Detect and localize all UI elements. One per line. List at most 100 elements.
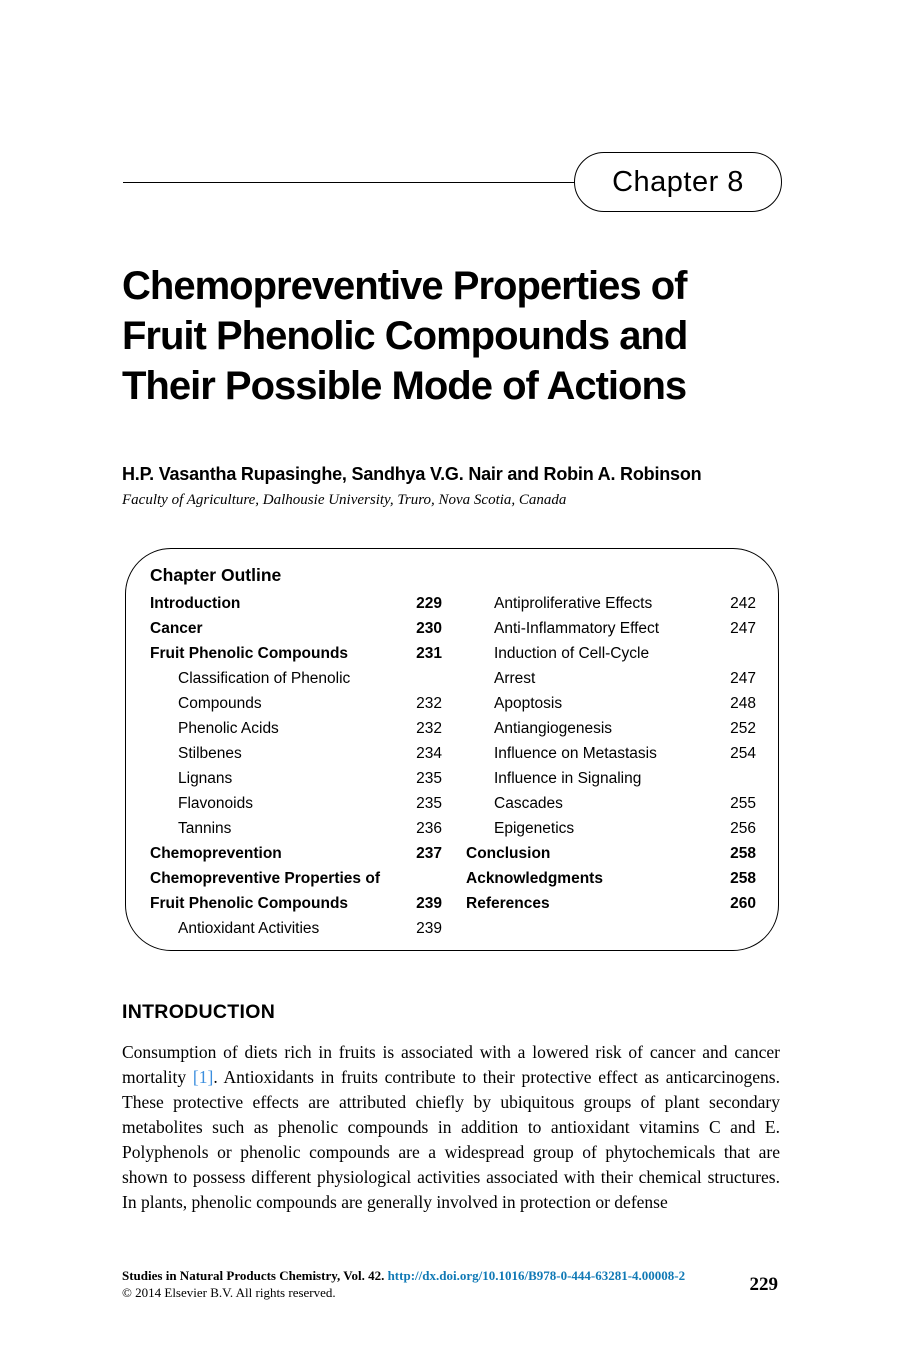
section-heading-introduction: INTRODUCTION xyxy=(122,1001,276,1023)
outline-item: Flavonoids 235 xyxy=(150,791,442,816)
outline-item: References 260 xyxy=(466,891,756,916)
footer-line-1: Studies in Natural Products Chemistry, V… xyxy=(122,1267,780,1284)
outline-item: Phenolic Acids 232 xyxy=(150,716,442,741)
outline-item-label: Cancer xyxy=(150,620,203,637)
outline-item-page: 247 xyxy=(730,620,756,637)
outline-item-page: 235 xyxy=(416,770,442,787)
outline-item-page: 260 xyxy=(730,895,756,912)
outline-item: Antiangiogenesis 252 xyxy=(466,716,756,741)
outline-item: Tannins 236 xyxy=(150,816,442,841)
outline-item-label: Fruit Phenolic Compounds xyxy=(150,645,349,662)
outline-item-page: 239 xyxy=(416,895,442,912)
outline-item-page: 231 xyxy=(416,645,442,662)
outline-item-label: Conclusion xyxy=(466,845,551,862)
outline-item-label: Induction of Cell-Cycle xyxy=(494,645,650,662)
outline-item-label: Epigenetics xyxy=(494,820,575,837)
outline-item: Stilbenes 234 xyxy=(150,741,442,766)
outline-left-column: Introduction 229 Cancer 230 Fruit Phenolic C… xyxy=(150,591,442,941)
outline-item-label: Anti-Inflammatory Effect xyxy=(494,620,660,637)
outline-item: Fruit Phenolic Compounds 239 xyxy=(150,891,442,916)
footer: Studies in Natural Products Chemistry, V… xyxy=(122,1267,780,1301)
affiliation-line: Faculty of Agriculture, Dalhousie Univer… xyxy=(122,492,567,508)
outline-item-label: Arrest xyxy=(494,670,536,687)
outline-item: Antioxidant Activities 239 xyxy=(150,916,442,941)
chapter-outline-box: Chapter Outline Introduction 229 Cancer 230… xyxy=(125,548,779,951)
outline-item: Introduction 229 xyxy=(150,591,442,616)
outline-item-page: 237 xyxy=(416,845,442,862)
outline-item-page: 247 xyxy=(730,670,756,687)
outline-item-label: Classification of Phenolic xyxy=(178,670,351,687)
outline-item-label: Tannins xyxy=(178,820,232,837)
chapter-title-line: Chemopreventive Properties of xyxy=(122,264,688,308)
citation-link[interactable]: [1] xyxy=(192,1067,214,1087)
outline-item-label: Apoptosis xyxy=(494,695,563,712)
outline-item-label: Antioxidant Activities xyxy=(178,920,320,937)
outline-grid: Introduction 229 Cancer 230 Fruit Phenolic C… xyxy=(150,591,758,941)
outline-item-page: 255 xyxy=(730,795,756,812)
outline-item-label: Stilbenes xyxy=(178,745,242,762)
outline-item-page: 229 xyxy=(416,595,442,612)
outline-item: Arrest 247 xyxy=(466,666,756,691)
outline-item-label: Chemoprevention xyxy=(150,845,282,862)
outline-item-label: Flavonoids xyxy=(178,795,253,812)
doi-link[interactable]: http://dx.doi.org/10.1016/B978-0-444-632… xyxy=(387,1268,686,1283)
outline-item-page: 235 xyxy=(416,795,442,812)
outline-item-page: 239 xyxy=(416,920,442,937)
outline-item: Lignans 235 xyxy=(150,766,442,791)
outline-item: Apoptosis 248 xyxy=(466,691,756,716)
page-number: 229 xyxy=(749,1274,779,1295)
outline-item-label: References xyxy=(466,895,550,912)
outline-item-label: Influence on Metastasis xyxy=(494,745,657,762)
outline-item: Chemopreventive Properties of xyxy=(150,866,442,891)
outline-item: Antiproliferative Effects 242 xyxy=(466,591,756,616)
outline-item-label: Fruit Phenolic Compounds xyxy=(150,895,349,912)
outline-item: Acknowledgments 258 xyxy=(466,866,756,891)
outline-item-label: Phenolic Acids xyxy=(178,720,279,737)
outline-item: Epigenetics 256 xyxy=(466,816,756,841)
outline-heading: Chapter Outline xyxy=(150,565,282,585)
chapter-badge-label: Chapter 8 xyxy=(612,165,744,198)
outline-item: Classification of Phenolic xyxy=(150,666,442,691)
outline-item-label: Cascades xyxy=(494,795,563,812)
intro-paragraph: Consumption of diets rich in fruits is a… xyxy=(122,1042,780,1212)
chapter-rule xyxy=(123,182,575,183)
outline-item-label: Antiproliferative Effects xyxy=(494,595,653,612)
outline-item-page: 248 xyxy=(730,695,756,712)
outline-item-label: Compounds xyxy=(178,695,262,712)
outline-item-page: 236 xyxy=(416,820,442,837)
chapter-title-line: Fruit Phenolic Compounds and xyxy=(122,314,688,358)
authors-line: H.P. Vasantha Rupasinghe, Sandhya V.G. N… xyxy=(122,464,702,484)
footer-book-info: Studies in Natural Products Chemistry, V… xyxy=(122,1268,385,1283)
outline-item-page: 256 xyxy=(730,820,756,837)
outline-item-label: Introduction xyxy=(150,595,241,612)
outline-item: Fruit Phenolic Compounds 231 xyxy=(150,641,442,666)
chapter-title-line: Their Possible Mode of Actions xyxy=(122,364,687,408)
outline-item: Cancer 230 xyxy=(150,616,442,641)
chapter-title: Chemopreventive Properties of Fruit Pheno… xyxy=(122,261,802,411)
outline-item-page: 254 xyxy=(730,745,756,762)
outline-item-page: 234 xyxy=(416,745,442,762)
outline-item: Influence on Metastasis 254 xyxy=(466,741,756,766)
outline-item-label: Lignans xyxy=(178,770,233,787)
outline-right-column: Antiproliferative Effects 242 Anti-Inflamm… xyxy=(466,591,756,941)
outline-item: Influence in Signaling xyxy=(466,766,756,791)
outline-item-page: 230 xyxy=(416,620,442,637)
outline-item-label: Chemopreventive Properties of xyxy=(150,870,380,887)
outline-item-page: 252 xyxy=(730,720,756,737)
outline-item-label: Influence in Signaling xyxy=(494,770,642,787)
footer-copyright: © 2014 Elsevier B.V. All rights reserved… xyxy=(122,1285,336,1300)
outline-item: Compounds 232 xyxy=(150,691,442,716)
outline-item: Anti-Inflammatory Effect 247 xyxy=(466,616,756,641)
outline-item-page: 258 xyxy=(730,845,756,862)
outline-item: Induction of Cell-Cycle xyxy=(466,641,756,666)
outline-item-label: Acknowledgments xyxy=(466,870,603,887)
outline-item-page: 258 xyxy=(730,870,756,887)
outline-item-page: 242 xyxy=(730,595,756,612)
chapter-badge: Chapter 8 xyxy=(574,152,782,212)
outline-item: Cascades 255 xyxy=(466,791,756,816)
outline-item-page: 232 xyxy=(416,695,442,712)
outline-item: Chemoprevention 237 xyxy=(150,841,442,866)
outline-item-page: 232 xyxy=(416,720,442,737)
outline-item-label: Antiangiogenesis xyxy=(494,720,613,737)
